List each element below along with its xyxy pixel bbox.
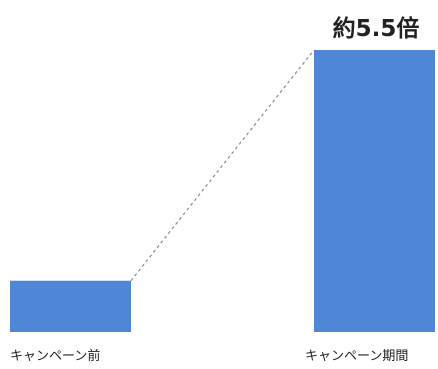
bar-1 xyxy=(314,50,435,332)
category-label-1: キャンペーン期間 xyxy=(305,349,408,364)
bar-0 xyxy=(10,280,131,332)
ratio-annotation: 約5.5倍 xyxy=(333,15,420,42)
category-label-0: キャンペーン前 xyxy=(10,348,100,364)
growth-connector-line xyxy=(130,49,315,282)
